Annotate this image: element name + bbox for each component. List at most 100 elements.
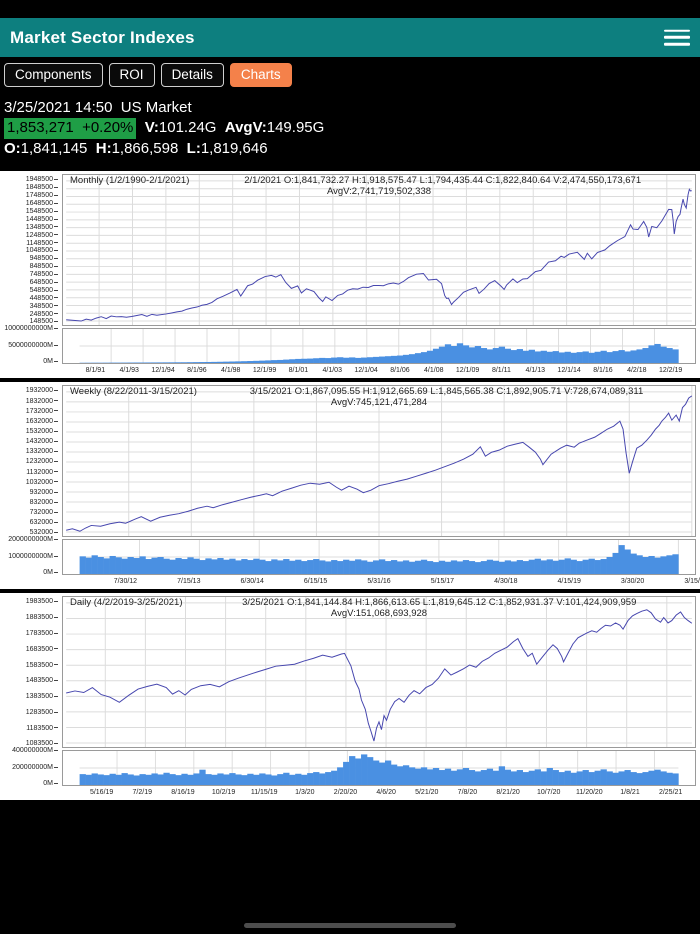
- volume-bar: [265, 360, 272, 363]
- volume-bar: [217, 361, 224, 363]
- volume-bar: [301, 774, 308, 785]
- volume-bar: [630, 553, 637, 574]
- x-axis-tick-label: 10/7/20: [537, 788, 561, 796]
- volume-bar: [426, 769, 434, 785]
- price-axis-tick-label: 1148500: [0, 240, 58, 247]
- volume-bar: [229, 773, 236, 785]
- volume-bar: [516, 348, 523, 363]
- volume-bar: [510, 771, 518, 785]
- volume-bar: [253, 774, 260, 785]
- price-axis-tick-label: 732000: [0, 509, 58, 516]
- x-axis-tick-label: 11/15/19: [250, 788, 278, 796]
- volume-bar: [205, 774, 212, 785]
- price-line-series: [66, 609, 693, 742]
- volume-bar: [271, 360, 278, 363]
- tab-charts[interactable]: Charts: [229, 63, 292, 88]
- x-axis-tick-label: 8/1/06: [390, 366, 410, 374]
- low-label: L:: [186, 139, 201, 157]
- volume-bar: [612, 351, 619, 363]
- volume-chart[interactable]: [62, 538, 696, 575]
- open-label: O:: [4, 139, 21, 157]
- tab-details[interactable]: Details: [160, 63, 224, 88]
- volume-bar: [331, 559, 338, 574]
- x-axis-tick-label: 12/1/14: [557, 366, 581, 374]
- volume-bar: [516, 769, 523, 785]
- volume-bar: [516, 559, 523, 574]
- x-axis-tick-label: 3/30/20: [620, 577, 645, 585]
- volume-bar: [450, 560, 458, 574]
- volume-bar: [319, 773, 326, 785]
- volume-bar: [223, 559, 230, 574]
- chart-panel[interactable]: Daily (4/2/2019-3/25/2021) 3/25/2021 O:1…: [0, 592, 700, 800]
- volume-bar: [636, 555, 643, 574]
- volume-bar: [187, 557, 194, 574]
- volume-bar: [301, 358, 308, 363]
- volume-value: 101.24G: [158, 119, 217, 137]
- x-axis-tick-label: 11/20/20: [575, 788, 603, 796]
- price-chart[interactable]: [62, 173, 696, 326]
- volume-axis-tick-label: 0M: [0, 780, 58, 787]
- tab-roi[interactable]: ROI: [108, 63, 155, 88]
- volume-bar: [277, 774, 284, 785]
- price-axis-tick-label: 1432000: [0, 438, 58, 445]
- volume-bar: [109, 555, 116, 574]
- volume-bar: [522, 772, 529, 785]
- hamburger-menu-icon[interactable]: [664, 25, 690, 50]
- x-axis-tick-label: 8/16/19: [171, 788, 195, 796]
- volume-bar: [139, 362, 146, 363]
- volume-bar: [325, 561, 332, 574]
- price-axis-tick-label: 1883500: [0, 614, 58, 621]
- volume-bar: [570, 559, 577, 574]
- volume-bar: [127, 774, 134, 785]
- chart-panel[interactable]: Weekly (8/22/2011-3/15/2021) 3/15/2021 O…: [0, 381, 700, 589]
- volume-bar: [181, 362, 188, 363]
- price-line-series: [66, 395, 693, 532]
- price-axis-tick-label: 1848500: [0, 184, 58, 191]
- volume-bar: [289, 560, 296, 574]
- volume-bar: [468, 561, 476, 574]
- price-chart[interactable]: [62, 595, 696, 748]
- chart-panel[interactable]: Monthly (1/2/1990-2/1/2021) 2/1/2021 O:1…: [0, 170, 700, 378]
- x-axis-tick-label: 4/6/20: [376, 788, 396, 796]
- volume-bar: [349, 357, 356, 363]
- volume-bar: [672, 554, 679, 574]
- volume-bar: [414, 768, 422, 785]
- volume-bar: [444, 768, 452, 785]
- volume-chart[interactable]: [62, 749, 696, 786]
- price-chart[interactable]: [62, 384, 696, 537]
- x-axis-tick-label: 7/30/12: [113, 577, 138, 585]
- volume-bar: [528, 349, 535, 363]
- volume-chart[interactable]: [62, 327, 696, 364]
- volume-bar: [235, 774, 242, 785]
- volume-bar: [163, 772, 170, 785]
- volume-bar: [540, 350, 547, 363]
- volume-bar: [540, 560, 547, 574]
- quote-section: 3/25/2021 14:50 US Market 1,853,271 +0.2…: [0, 92, 700, 171]
- volume-bar: [570, 352, 577, 363]
- volume-bar: [181, 773, 188, 785]
- volume-bar: [450, 345, 458, 363]
- tab-components[interactable]: Components: [4, 63, 103, 88]
- x-axis-tick-label: 4/1/13: [525, 366, 546, 374]
- volume-bar: [648, 770, 655, 785]
- volume-bar: [486, 559, 494, 574]
- x-axis-tick-label: 7/8/20: [457, 788, 478, 796]
- volume-bar: [109, 773, 116, 785]
- price-axis-tick-label: 1983500: [0, 598, 58, 605]
- x-axis-tick-label: 8/1/01: [288, 366, 309, 374]
- volume-bar: [474, 562, 482, 574]
- volume-bar: [325, 358, 332, 363]
- volume-bar: [432, 767, 440, 785]
- volume-bar: [361, 560, 368, 574]
- volume-bar: [367, 561, 374, 574]
- volume-bar: [349, 560, 356, 574]
- volume-bar: [121, 558, 128, 574]
- x-axis-tick-label: 4/1/93: [119, 366, 139, 374]
- volume-bar: [199, 769, 206, 785]
- volume-bar: [564, 558, 571, 574]
- volume-bar: [570, 772, 577, 785]
- home-indicator[interactable]: [244, 923, 456, 928]
- volume-axis-tick-label: 1000000000M: [0, 553, 58, 560]
- volume-bar: [498, 346, 506, 363]
- volume-bar: [379, 356, 386, 363]
